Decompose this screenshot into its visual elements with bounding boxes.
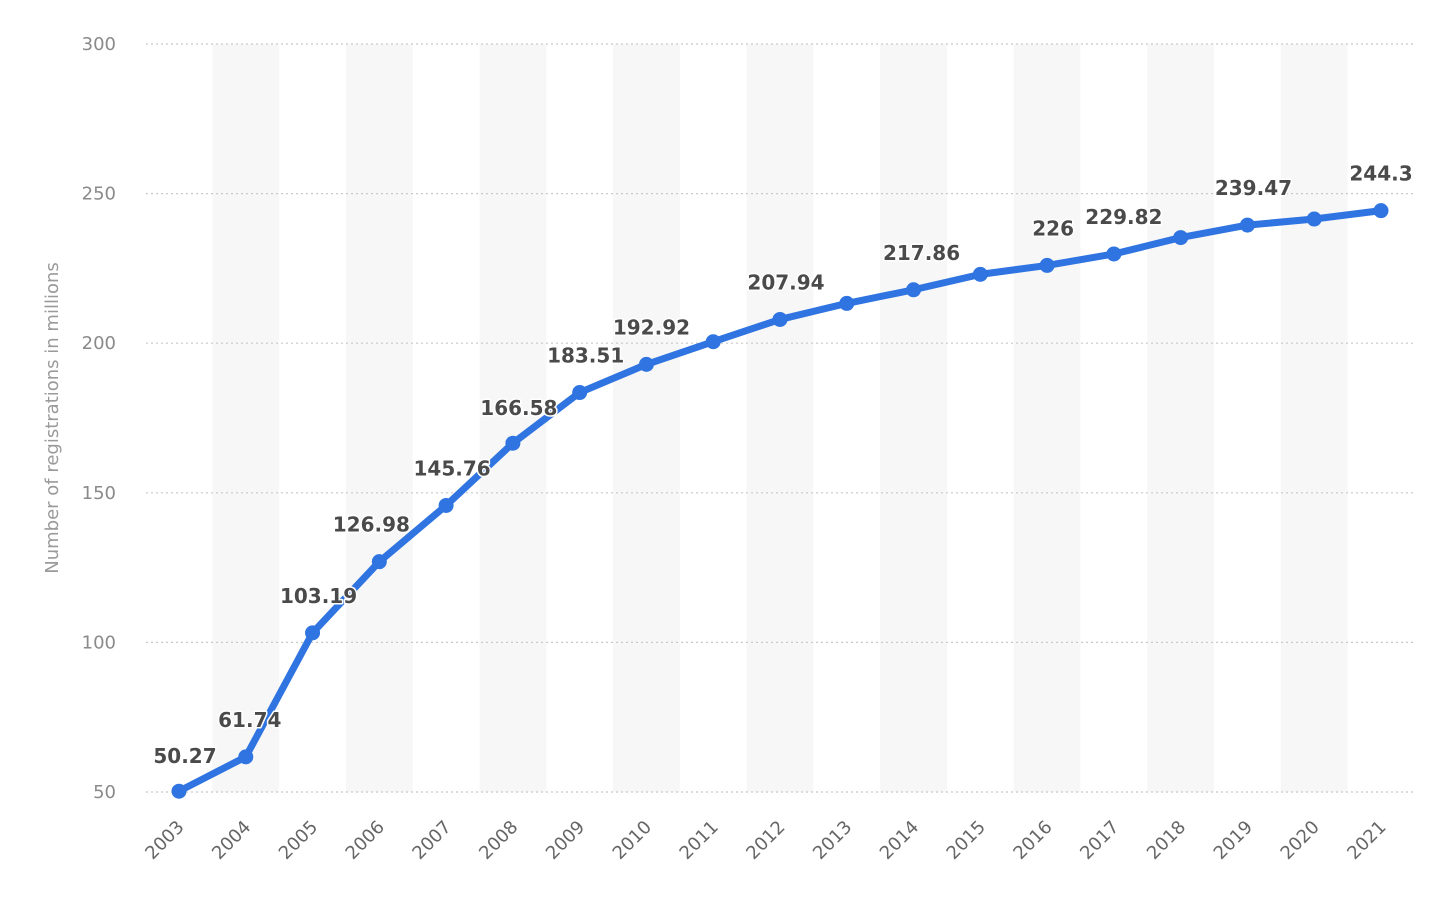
x-tick-label: 2014 bbox=[876, 817, 923, 864]
data-point bbox=[839, 295, 855, 311]
data-point bbox=[1306, 211, 1322, 227]
y-tick-label: 50 bbox=[93, 782, 116, 803]
column-bands bbox=[212, 44, 1348, 792]
x-tick-label: 2017 bbox=[1076, 817, 1123, 864]
y-tick-label: 200 bbox=[82, 333, 116, 354]
data-point bbox=[906, 282, 922, 298]
data-point bbox=[438, 497, 454, 513]
column-band bbox=[1013, 44, 1081, 792]
data-point bbox=[705, 334, 721, 350]
x-tick-label: 2009 bbox=[542, 817, 589, 864]
data-point bbox=[1039, 257, 1055, 273]
y-tick-label: 250 bbox=[82, 184, 116, 205]
data-label: 207.94 bbox=[747, 270, 824, 294]
x-tick-label: 2015 bbox=[943, 817, 990, 864]
data-point bbox=[238, 749, 254, 765]
column-band bbox=[880, 44, 947, 792]
column-band bbox=[479, 44, 547, 792]
data-label: 217.86 bbox=[883, 241, 960, 265]
column-band bbox=[212, 44, 280, 792]
data-point bbox=[638, 356, 654, 372]
x-tick-label: 2016 bbox=[1009, 817, 1056, 864]
column-band bbox=[1147, 44, 1215, 792]
data-point bbox=[972, 266, 988, 282]
data-label: 50.27 bbox=[153, 744, 216, 768]
series-line-group bbox=[171, 203, 1389, 799]
x-tick-label: 2011 bbox=[676, 817, 723, 864]
data-point bbox=[505, 435, 521, 451]
y-axis-title: Number of registrations in millions bbox=[42, 262, 63, 574]
data-label: 226 bbox=[1032, 216, 1074, 240]
x-tick-label: 2006 bbox=[342, 817, 389, 864]
x-tick-label: 2010 bbox=[609, 817, 656, 864]
data-label: 192.92 bbox=[613, 315, 690, 339]
data-point bbox=[1373, 203, 1389, 219]
data-point bbox=[371, 554, 387, 570]
x-tick-label: 2019 bbox=[1210, 817, 1257, 864]
y-tick-label: 300 bbox=[82, 34, 116, 55]
data-point bbox=[305, 625, 321, 641]
data-label: 61.74 bbox=[218, 708, 281, 732]
data-label: 166.58 bbox=[480, 396, 557, 420]
column-band bbox=[746, 44, 814, 792]
data-label: 145.76 bbox=[414, 456, 491, 480]
y-axis-ticks: 50 100 150 200 250 300 bbox=[82, 34, 116, 803]
column-band bbox=[1280, 44, 1348, 792]
data-label: 229.82 bbox=[1085, 205, 1162, 229]
data-label: 103.19 bbox=[280, 584, 357, 608]
data-point bbox=[572, 385, 588, 401]
x-axis-ticks: 2003 2004 2005 2006 2007 2008 2009 2010 2011 2012… bbox=[141, 817, 1390, 864]
column-band bbox=[345, 44, 413, 792]
x-tick-label: 2021 bbox=[1343, 817, 1390, 864]
column-band bbox=[613, 44, 680, 792]
x-tick-label: 2008 bbox=[475, 817, 522, 864]
data-label: 239.47 bbox=[1215, 176, 1292, 200]
y-tick-label: 150 bbox=[82, 483, 116, 504]
data-label: 126.98 bbox=[333, 513, 410, 537]
x-tick-label: 2018 bbox=[1143, 817, 1190, 864]
data-label: 244.3 bbox=[1349, 162, 1412, 186]
data-point bbox=[1173, 230, 1189, 246]
x-tick-label: 2003 bbox=[141, 817, 188, 864]
data-point bbox=[772, 311, 788, 327]
data-label: 183.51 bbox=[547, 344, 624, 368]
data-point bbox=[171, 783, 187, 799]
y-tick-label: 100 bbox=[82, 632, 116, 653]
x-tick-label: 2005 bbox=[275, 817, 322, 864]
data-point bbox=[1239, 217, 1255, 233]
x-tick-label: 2004 bbox=[208, 817, 255, 864]
gridlines bbox=[146, 43, 1414, 793]
x-tick-label: 2012 bbox=[742, 817, 789, 864]
data-point bbox=[1106, 246, 1122, 262]
x-tick-label: 2013 bbox=[809, 817, 856, 864]
x-tick-label: 2007 bbox=[408, 817, 455, 864]
x-tick-label: 2020 bbox=[1277, 817, 1324, 864]
